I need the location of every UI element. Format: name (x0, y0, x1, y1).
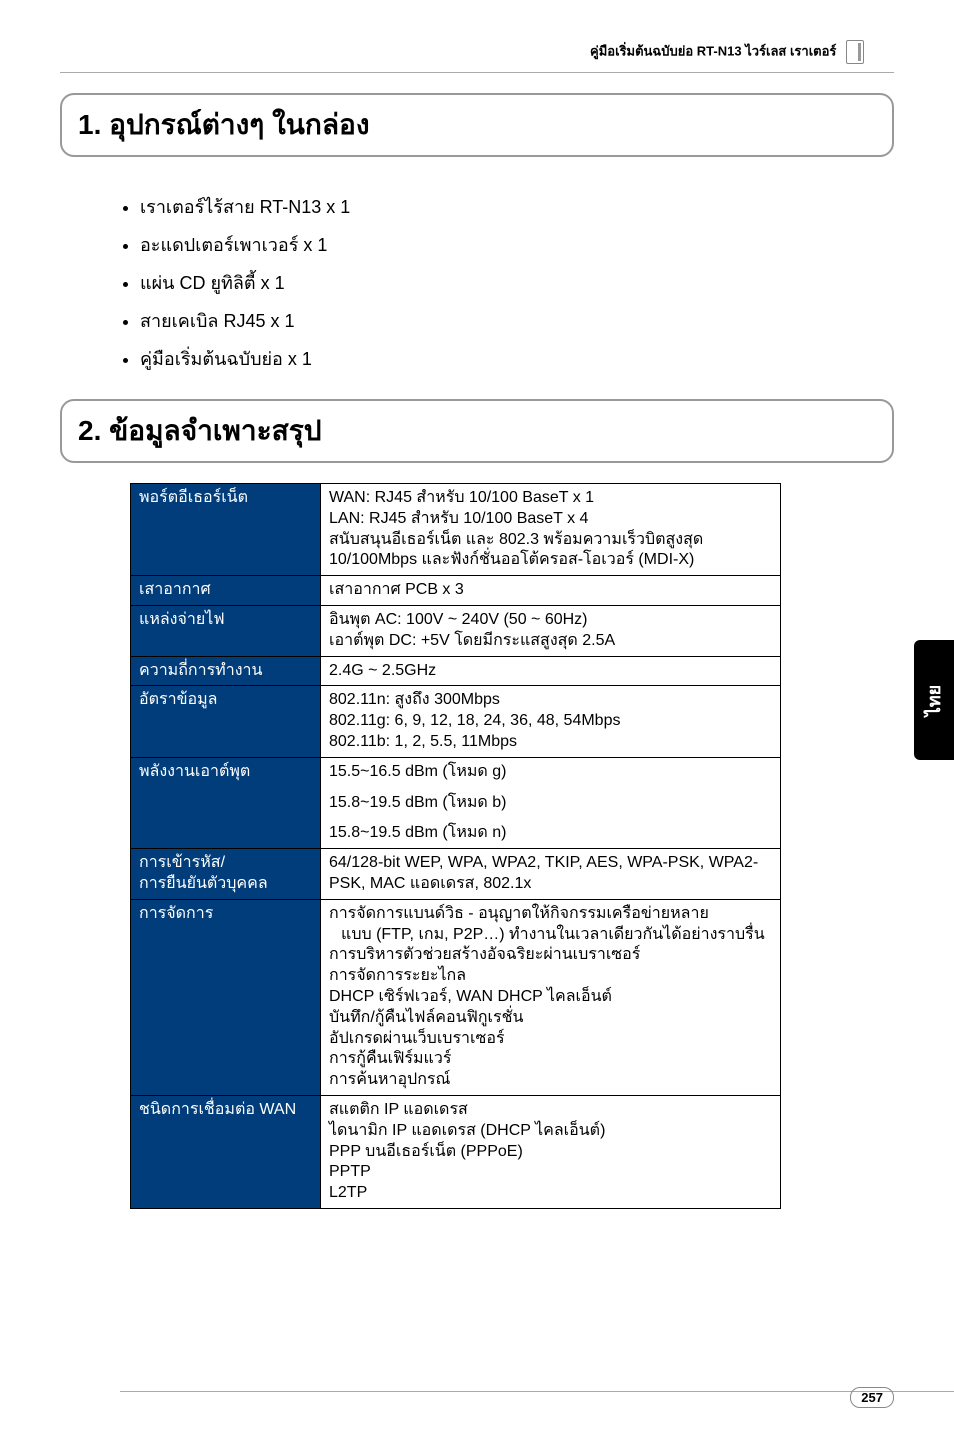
spec-line: อินพุต AC: 100V ~ 240V (50 ~ 60Hz) (329, 610, 772, 631)
spec-line: การค้นหาอุปกรณ์ (329, 1070, 772, 1091)
list-item: คู่มือเริ่มต้นฉบับย่อ x 1 (140, 341, 894, 377)
spec-label: อัตราข้อมูล (131, 686, 321, 757)
spec-label: แหล่งจ่ายไฟ (131, 605, 321, 656)
page-number: 257 (850, 1387, 894, 1408)
spec-table: พอร์ตอีเธอร์เน็ต WAN: RJ45 สำหรับ 10/100… (130, 483, 781, 1209)
header-rule (60, 72, 894, 73)
spec-line: 15.8~19.5 dBm (โหมด b) (329, 793, 772, 814)
package-contents-list: เราเตอร์ไร้สาย RT-N13 x 1 อะแดปเตอร์เพาเ… (60, 175, 894, 399)
table-row: เสาอากาศ เสาอากาศ PCB x 3 (131, 576, 781, 606)
spec-line: PPP บนอีเธอร์เน็ต (PPPoE) (329, 1142, 772, 1163)
spec-value: 64/128-bit WEP, WPA, WPA2, TKIP, AES, WP… (321, 849, 781, 900)
table-row: แหล่งจ่ายไฟ อินพุต AC: 100V ~ 240V (50 ~… (131, 605, 781, 656)
spec-value: 15.5~16.5 dBm (โหมด g) 15.8~19.5 dBm (โห… (321, 757, 781, 848)
spec-value: สแตติก IP แอดเดรส ไดนามิก IP แอดเดรส (DH… (321, 1095, 781, 1208)
spec-value: เสาอากาศ PCB x 3 (321, 576, 781, 606)
language-label: ไทย (920, 684, 949, 715)
list-item: เราเตอร์ไร้สาย RT-N13 x 1 (140, 189, 894, 225)
spec-line: การจัดการระยะไกล (329, 966, 772, 987)
footer: 257 (850, 1389, 894, 1407)
section-1-title: 1. อุปกรณ์ต่างๆ ในกล่อง (78, 103, 876, 147)
spec-line: เอาต์พุต DC: +5V โดยมีกระแสสูงสุด 2.5A (329, 631, 772, 652)
spec-line: WAN: RJ45 สำหรับ 10/100 BaseT x 1 (329, 488, 772, 509)
list-item: สายเคเบิล RJ45 x 1 (140, 303, 894, 339)
spec-line: 15.8~19.5 dBm (โหมด n) (329, 823, 772, 844)
spec-line: แบบ (FTP, เกม, P2P…) ทำงานในเวลาเดียวกัน… (329, 925, 772, 946)
table-row: การจัดการ การจัดการแบนด์วิธ - อนุญาตให้ก… (131, 899, 781, 1095)
spec-value: การจัดการแบนด์วิธ - อนุญาตให้กิจกรรมเครื… (321, 899, 781, 1095)
table-row: อัตราข้อมูล 802.11n: สูงถึง 300Mbps 802.… (131, 686, 781, 757)
table-row: การเข้ารหัส/ การยืนยันตัวบุคคล 64/128-bi… (131, 849, 781, 900)
spec-label: พอร์ตอีเธอร์เน็ต (131, 484, 321, 576)
spec-label: การจัดการ (131, 899, 321, 1095)
spec-line: บันทึก/กู้คืนไฟล์คอนฟิกูเรชั่น (329, 1008, 772, 1029)
spec-line: DHCP เซิร์ฟเวอร์, WAN DHCP ไคลเอ็นต์ (329, 987, 772, 1008)
spec-line: 15.5~16.5 dBm (โหมด g) (329, 762, 772, 783)
spec-line: ไดนามิก IP แอดเดรส (DHCP ไคลเอ็นต์) (329, 1121, 772, 1142)
table-row: พอร์ตอีเธอร์เน็ต WAN: RJ45 สำหรับ 10/100… (131, 484, 781, 576)
spec-value: 2.4G ~ 2.5GHz (321, 656, 781, 686)
spec-line: 802.11g: 6, 9, 12, 18, 24, 36, 48, 54Mbp… (329, 711, 772, 732)
spec-value: อินพุต AC: 100V ~ 240V (50 ~ 60Hz) เอาต์… (321, 605, 781, 656)
spec-line: 802.11n: สูงถึง 300Mbps (329, 690, 772, 711)
spec-label: การเข้ารหัส/ การยืนยันตัวบุคคล (131, 849, 321, 900)
language-tab: ไทย (914, 640, 954, 760)
device-icon (846, 40, 864, 64)
spec-line: L2TP (329, 1183, 772, 1204)
table-row: ความถี่การทำงาน 2.4G ~ 2.5GHz (131, 656, 781, 686)
footer-rule (120, 1391, 954, 1392)
spec-line: การจัดการแบนด์วิธ - อนุญาตให้กิจกรรมเครื… (329, 904, 772, 925)
section-1-box: 1. อุปกรณ์ต่างๆ ในกล่อง (60, 93, 894, 157)
spec-line: PPTP (329, 1162, 772, 1183)
spec-value: 802.11n: สูงถึง 300Mbps 802.11g: 6, 9, 1… (321, 686, 781, 757)
spec-label: ความถี่การทำงาน (131, 656, 321, 686)
header-text: คู่มือเริ่มต้นฉบับย่อ RT-N13 ไวร์เลส เรา… (60, 40, 894, 64)
table-row: ชนิดการเชื่อมต่อ WAN สแตติก IP แอดเดรส ไ… (131, 1095, 781, 1208)
spec-label: พลังงานเอาต์พุต (131, 757, 321, 848)
spec-line: สแตติก IP แอดเดรส (329, 1100, 772, 1121)
table-row: พลังงานเอาต์พุต 15.5~16.5 dBm (โหมด g) 1… (131, 757, 781, 848)
spec-line: การบริหารตัวช่วยสร้างอัจฉริยะผ่านเบราเซอ… (329, 945, 772, 966)
section-2-title: 2. ข้อมูลจำเพาะสรุป (78, 409, 876, 453)
section-2-box: 2. ข้อมูลจำเพาะสรุป (60, 399, 894, 463)
list-item: แผ่น CD ยูทิลิตี้ x 1 (140, 265, 894, 301)
header-label: คู่มือเริ่มต้นฉบับย่อ RT-N13 ไวร์เลส เรา… (590, 43, 836, 58)
spec-line: LAN: RJ45 สำหรับ 10/100 BaseT x 4 (329, 509, 772, 530)
spec-label: เสาอากาศ (131, 576, 321, 606)
spec-label: ชนิดการเชื่อมต่อ WAN (131, 1095, 321, 1208)
spec-value: WAN: RJ45 สำหรับ 10/100 BaseT x 1 LAN: R… (321, 484, 781, 576)
spec-line: อัปเกรดผ่านเว็บเบราเซอร์ (329, 1029, 772, 1050)
spec-line: 802.11b: 1, 2, 5.5, 11Mbps (329, 732, 772, 753)
list-item: อะแดปเตอร์เพาเวอร์ x 1 (140, 227, 894, 263)
spec-line: สนับสนุนอีเธอร์เน็ต และ 802.3 พร้อมความเ… (329, 530, 772, 572)
spec-line: การกู้คืนเฟิร์มแวร์ (329, 1049, 772, 1070)
